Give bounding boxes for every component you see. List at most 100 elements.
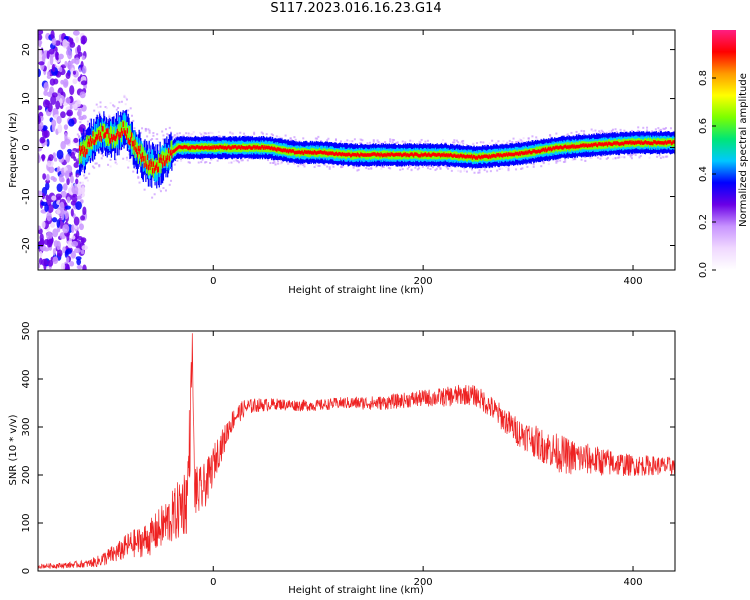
heatmap-cell bbox=[410, 152, 412, 156]
heatmap-cell bbox=[554, 145, 557, 150]
heatmap-cell bbox=[520, 151, 522, 155]
heatmap-cell bbox=[102, 154, 105, 157]
heatmap-cell bbox=[72, 30, 80, 36]
heatmap-cell bbox=[386, 153, 388, 158]
heatmap-cell bbox=[45, 173, 50, 181]
heatmap-cell bbox=[267, 145, 270, 150]
heatmap-cell bbox=[463, 169, 466, 172]
heatmap-cell bbox=[233, 145, 235, 149]
heatmap-cell bbox=[375, 153, 377, 157]
heatmap-cell bbox=[235, 157, 238, 160]
heatmap-cell bbox=[47, 102, 53, 113]
heatmap-cell bbox=[109, 138, 112, 144]
heatmap-cell bbox=[50, 175, 56, 181]
heatmap-cell bbox=[292, 161, 295, 164]
heatmap-cell bbox=[344, 152, 346, 157]
heatmap-cell bbox=[459, 154, 461, 158]
heatmap-cell bbox=[119, 148, 122, 151]
heatmap-cell bbox=[246, 159, 249, 162]
heatmap-cell bbox=[133, 144, 135, 151]
heatmap-cell bbox=[564, 160, 567, 163]
heatmap-cell bbox=[559, 159, 562, 162]
heatmap-cell bbox=[76, 195, 82, 200]
heatmap-cell bbox=[603, 142, 605, 146]
heatmap-cell bbox=[211, 145, 213, 149]
heatmap-cell bbox=[646, 141, 648, 145]
heatmap-cell bbox=[113, 114, 116, 117]
chart-title: S117.2023.016.16.23.G14 bbox=[270, 1, 442, 16]
heatmap-cell bbox=[590, 128, 593, 131]
heatmap-cell bbox=[328, 151, 330, 155]
heatmap-cell bbox=[337, 152, 339, 157]
heatmap-cell bbox=[630, 141, 632, 146]
heatmap-cell bbox=[600, 142, 602, 146]
heatmap-cell bbox=[125, 98, 128, 101]
heatmap-cell bbox=[316, 151, 318, 155]
heatmap-cell bbox=[355, 152, 357, 157]
heatmap-cell bbox=[343, 140, 346, 143]
heatmap-cell bbox=[111, 125, 113, 147]
heatmap-cell bbox=[479, 155, 481, 160]
heatmap-cell bbox=[457, 169, 460, 172]
heatmap-cell bbox=[111, 136, 113, 143]
heatmap-cell bbox=[406, 152, 408, 157]
heatmap-cell bbox=[149, 144, 152, 147]
heatmap-cell bbox=[122, 121, 124, 128]
heatmap-cell bbox=[591, 144, 594, 148]
heatmap-cell bbox=[631, 140, 633, 144]
heatmap-cell bbox=[612, 128, 615, 131]
y-tick-label: 10 bbox=[21, 92, 32, 105]
heatmap-cell bbox=[121, 120, 123, 133]
heatmap-cell bbox=[245, 145, 248, 150]
heatmap-cell bbox=[93, 129, 95, 143]
heatmap-cell bbox=[216, 145, 218, 149]
heatmap-cell bbox=[86, 138, 88, 159]
heatmap-cell bbox=[408, 166, 411, 169]
heatmap-cell bbox=[523, 151, 526, 155]
heatmap-cell bbox=[497, 152, 500, 157]
heatmap-cell bbox=[661, 141, 663, 145]
heatmap-cell bbox=[659, 129, 662, 132]
heatmap-cell bbox=[207, 146, 209, 151]
heatmap-cell bbox=[663, 127, 666, 130]
heatmap-cell bbox=[183, 144, 186, 149]
heatmap-cell bbox=[86, 148, 88, 155]
heatmap-cell bbox=[615, 142, 617, 146]
heatmap-cell bbox=[450, 153, 453, 157]
heatmap-cell bbox=[380, 167, 383, 170]
heatmap-cell bbox=[151, 149, 153, 171]
heatmap-cell bbox=[502, 153, 505, 157]
heatmap-cell bbox=[242, 145, 244, 150]
heatmap-cell bbox=[135, 139, 137, 153]
heatmap-cell bbox=[418, 154, 421, 158]
heatmap-cell bbox=[534, 150, 536, 154]
heatmap-cell bbox=[418, 150, 420, 158]
y-tick-label: -20 bbox=[21, 237, 32, 253]
heatmap-cell bbox=[264, 146, 266, 151]
heatmap-cell bbox=[86, 123, 89, 126]
heatmap-cell bbox=[147, 142, 150, 145]
heatmap-cell bbox=[392, 139, 395, 142]
heatmap-cell bbox=[637, 126, 640, 129]
heatmap-cell bbox=[46, 231, 53, 240]
heatmap-cell bbox=[76, 258, 82, 266]
heatmap-cell bbox=[163, 160, 165, 167]
heatmap-cell bbox=[634, 140, 636, 144]
heatmap-cell bbox=[478, 154, 480, 159]
heatmap-cell bbox=[648, 156, 651, 159]
heatmap-cell bbox=[67, 49, 73, 60]
heatmap-cell bbox=[590, 143, 592, 148]
heatmap-cell bbox=[562, 146, 564, 150]
heatmap-cell bbox=[647, 141, 649, 145]
heatmap-cell bbox=[98, 129, 100, 136]
heatmap-cell bbox=[46, 50, 50, 60]
heatmap-cell bbox=[237, 145, 239, 149]
heatmap-cell bbox=[283, 148, 285, 153]
heatmap-cell bbox=[549, 146, 552, 151]
heatmap-cell bbox=[308, 150, 310, 154]
heatmap-cell bbox=[157, 167, 159, 173]
heatmap-cell bbox=[423, 152, 426, 157]
heatmap-cell bbox=[332, 151, 334, 156]
heatmap-cell bbox=[81, 185, 85, 194]
